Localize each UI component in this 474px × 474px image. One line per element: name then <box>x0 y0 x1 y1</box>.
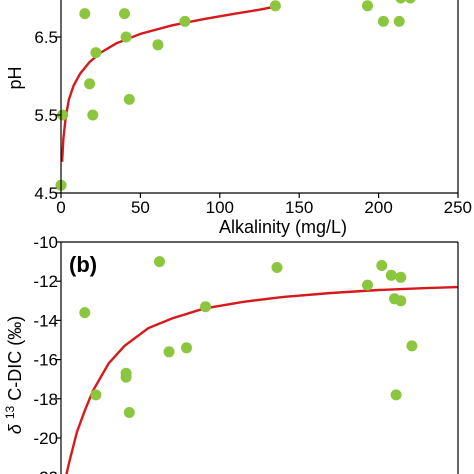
panel-b-data-point <box>362 279 373 291</box>
panel-a-data-point <box>90 47 102 59</box>
panel-b-data-point <box>200 301 211 313</box>
panel-b-y-tick-label: -18 <box>33 390 58 409</box>
panel-b-y-tick-label: -12 <box>33 272 58 291</box>
panel-a-data-point <box>152 39 164 51</box>
panel-a-x-axis-title: Alkalinity (mg/L) <box>219 217 347 237</box>
panel-b-y-tick-label: -10 <box>33 233 58 252</box>
panel-b-y-axis-title-delta: δ <box>5 423 25 434</box>
panel-a-data-point <box>393 15 405 27</box>
panel-b-data-point <box>376 260 388 271</box>
panel-b-y-tick-label: -14 <box>33 311 58 330</box>
panel-a-y-axis-title: pH <box>5 66 25 89</box>
panel-a-x-tick-label: 0 <box>56 198 65 217</box>
panel-a-y-tick-label: 4.5 <box>34 184 58 203</box>
panel-b-data-point <box>395 295 407 307</box>
panel-a-y-ticks: 4.5 5.5 6.5 <box>34 28 61 203</box>
panel-b-data-point <box>163 346 175 358</box>
panel-b-data-point <box>181 342 192 354</box>
panel-a-data-point <box>395 0 406 4</box>
panel-a-data-point <box>119 8 130 20</box>
panel-b-fit-curve <box>65 285 459 474</box>
panel-b-data-point <box>123 407 135 418</box>
panel-a-data-point <box>179 15 191 27</box>
panel-a-x-ticks: 0 50 100 150 200 250 <box>56 193 472 217</box>
panel-b-d13c-vs-alkalinity: -10 -12 -14 -16 -18 -20 -22 (b) δ 13 C-DIC (‰) <box>0 233 459 474</box>
panel-b-label: (b) <box>69 252 97 277</box>
panel-b-y-tick-label: -22 <box>33 468 58 474</box>
panel-a-x-tick-label: 200 <box>364 198 392 217</box>
panel-a-x-tick-label: 50 <box>131 198 150 217</box>
panel-a-data-point <box>84 78 96 90</box>
panel-a-data-point <box>87 109 99 121</box>
panel-a-data-point <box>377 15 389 27</box>
panel-a-data-point <box>362 0 373 12</box>
panel-a-y-tick-label: 6.5 <box>34 28 58 47</box>
panel-a-axes <box>60 0 459 194</box>
panel-a-y-tick-label: 5.5 <box>34 106 58 125</box>
panel-a-ph-vs-alkalinity: 4.5 5.5 6.5 0 50 100 150 200 250 pH Alkalinity … <box>5 0 472 237</box>
panel-b-y-ticks: -10 -12 -14 -16 -18 -20 -22 <box>33 233 61 474</box>
panel-b-points-layer <box>79 256 418 418</box>
panel-a-points-layer <box>55 0 416 191</box>
panel-b-data-point <box>406 340 418 352</box>
panel-a-x-tick-label: 250 <box>444 198 472 217</box>
panel-b-y-axis-title-rest: C-DIC (‰) <box>5 316 25 401</box>
panel-b-data-point <box>271 262 283 273</box>
panel-a-data-point <box>123 93 135 105</box>
panel-b-y-tick-label: -16 <box>33 351 58 370</box>
panel-b-data-point <box>385 269 397 281</box>
panel-a-x-tick-label: 100 <box>206 198 234 217</box>
panel-a-data-point <box>405 0 416 4</box>
panel-b-fit-curve-layer <box>65 285 459 474</box>
panel-b-y-axis-title: δ 13 C-DIC (‰) <box>0 316 25 434</box>
panel-a-x-tick-label: 150 <box>285 198 313 217</box>
panel-a-data-point <box>120 31 132 43</box>
panel-a-data-point <box>269 0 281 12</box>
panel-b-data-point <box>154 256 165 268</box>
panel-b-data-point <box>395 271 407 283</box>
panel-a-data-point <box>79 8 91 20</box>
panel-b-data-point <box>390 389 402 401</box>
panel-a-data-point <box>57 109 69 121</box>
panel-b-data-point <box>90 389 102 401</box>
panel-b-data-point <box>120 371 132 383</box>
panel-b-y-axis-title-superscript: 13 <box>3 405 17 419</box>
panel-b-data-point <box>79 307 91 319</box>
panel-b-y-tick-label: -20 <box>33 429 58 448</box>
